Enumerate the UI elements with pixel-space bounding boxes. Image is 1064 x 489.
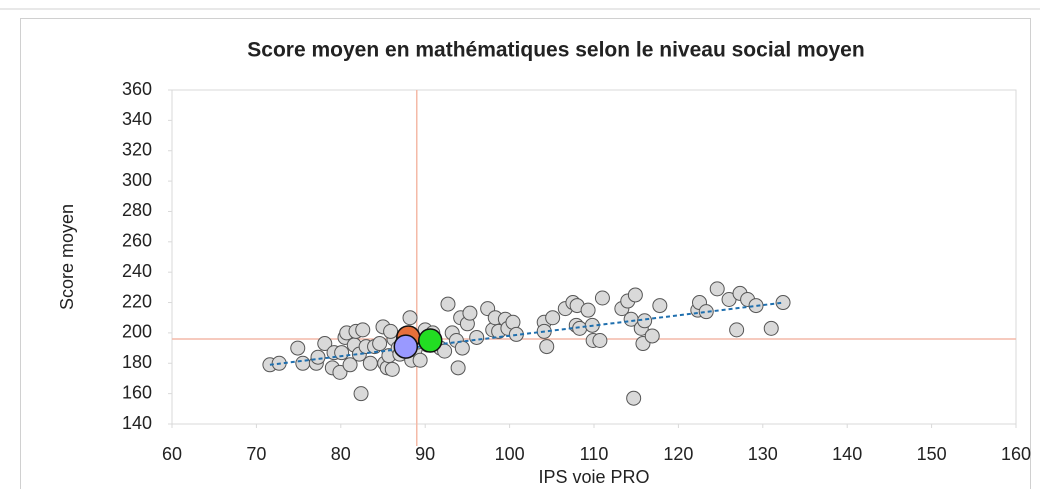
x-tick-label: 90 xyxy=(415,444,435,464)
y-tick-label: 140 xyxy=(122,413,152,433)
y-tick-label: 360 xyxy=(122,79,152,99)
y-tick-label: 200 xyxy=(122,322,152,342)
highlight-point xyxy=(418,328,443,353)
chart-frame xyxy=(20,18,1031,489)
x-tick-label: 100 xyxy=(495,444,525,464)
y-tick-label: 280 xyxy=(122,200,152,220)
point xyxy=(383,323,399,339)
point xyxy=(412,352,428,368)
y-axis-label: Score moyen xyxy=(57,204,77,310)
point xyxy=(572,320,588,336)
point xyxy=(290,340,306,356)
y-tick-label: 260 xyxy=(122,231,152,251)
point xyxy=(748,298,764,314)
point xyxy=(627,287,643,303)
y-tick-label: 220 xyxy=(122,291,152,311)
chart-title: Score moyen en mathématiques selon le ni… xyxy=(247,39,864,62)
y-tick-label: 300 xyxy=(122,170,152,190)
y-tick-label: 240 xyxy=(122,261,152,281)
x-tick-label: 120 xyxy=(663,444,693,464)
highlight-point xyxy=(393,334,419,359)
point xyxy=(644,328,660,344)
point xyxy=(353,386,369,402)
point xyxy=(462,305,478,321)
x-tick-label: 140 xyxy=(832,444,862,464)
y-tick-label: 320 xyxy=(122,139,152,159)
x-tick-label: 80 xyxy=(331,444,351,464)
point xyxy=(545,310,561,326)
point xyxy=(355,322,371,338)
y-tick-label: 160 xyxy=(122,382,152,402)
point xyxy=(698,304,714,320)
point xyxy=(626,390,642,406)
point xyxy=(729,322,745,338)
x-tick-label: 150 xyxy=(917,444,947,464)
point xyxy=(592,333,608,348)
x-tick-label: 130 xyxy=(748,444,778,464)
x-axis-label: IPS voie PRO xyxy=(538,467,649,487)
point xyxy=(362,355,378,371)
point xyxy=(539,339,555,355)
point xyxy=(763,320,779,336)
point xyxy=(332,364,348,380)
point xyxy=(652,298,668,314)
point xyxy=(334,345,350,361)
point xyxy=(372,336,388,352)
x-tick-label: 70 xyxy=(246,444,266,464)
y-tick-label: 180 xyxy=(122,352,152,372)
point xyxy=(450,360,466,376)
trendline xyxy=(269,301,785,366)
point xyxy=(317,336,333,352)
point xyxy=(469,329,485,345)
x-tick-label: 110 xyxy=(580,444,609,464)
point xyxy=(775,295,791,311)
point xyxy=(580,302,596,318)
x-tick-label: 60 xyxy=(162,444,182,464)
point xyxy=(454,340,470,356)
point xyxy=(637,313,653,329)
point xyxy=(440,296,456,312)
x-tick-label: 160 xyxy=(1001,444,1031,464)
point xyxy=(402,310,418,326)
point xyxy=(709,281,725,297)
point xyxy=(384,361,400,377)
point xyxy=(295,355,311,371)
point xyxy=(310,349,326,365)
point xyxy=(342,357,358,373)
y-tick-label: 340 xyxy=(122,109,152,129)
point xyxy=(594,290,610,306)
